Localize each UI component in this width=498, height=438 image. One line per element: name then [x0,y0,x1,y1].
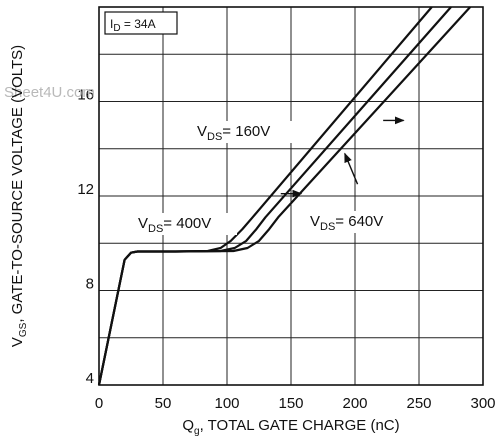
y-tick-label: 8 [86,276,94,293]
y-tick-label: 12 [77,181,94,198]
series-label: VDS= 640V [310,213,383,233]
x-tick-label: 150 [278,395,303,412]
x-axis-label: Qg, TOTAL GATE CHARGE (nC) [182,417,399,437]
annotation-background [307,211,409,233]
condition-box [104,11,178,35]
series-label: VDS= 160V [197,123,270,143]
annotation-arrow [344,152,359,185]
condition-label: ID = 34A [110,17,156,34]
curves [97,6,472,386]
series-label: VDS= 400V [138,215,211,235]
x-tick-label: 200 [342,395,367,412]
watermark: Sheet4U.com [4,84,95,101]
annotation-background [194,121,296,143]
y-tick-labels: 4 8 12 16 [77,87,94,388]
series-line-2 [97,6,472,386]
plot-frame [98,6,484,386]
y-tick-label: 4 [86,370,94,387]
y-tick-label: 16 [77,87,94,104]
y-axis-label: VGS, GATE-TO-SOURCE VOLTAGE (VOLTS) [9,45,29,347]
x-tick-label: 100 [214,395,239,412]
x-tick-label: 250 [406,395,431,412]
x-tick-label: 0 [95,395,103,412]
x-tick-label: 50 [155,395,172,412]
annotation-background [135,213,237,235]
x-tick-label: 300 [470,395,495,412]
grid [99,7,483,385]
x-tick-labels: 0 50 100 150 200 250 300 [95,395,496,412]
series-annotations: VDS= 160V VDS= 400V VDS= 640V [135,116,409,235]
